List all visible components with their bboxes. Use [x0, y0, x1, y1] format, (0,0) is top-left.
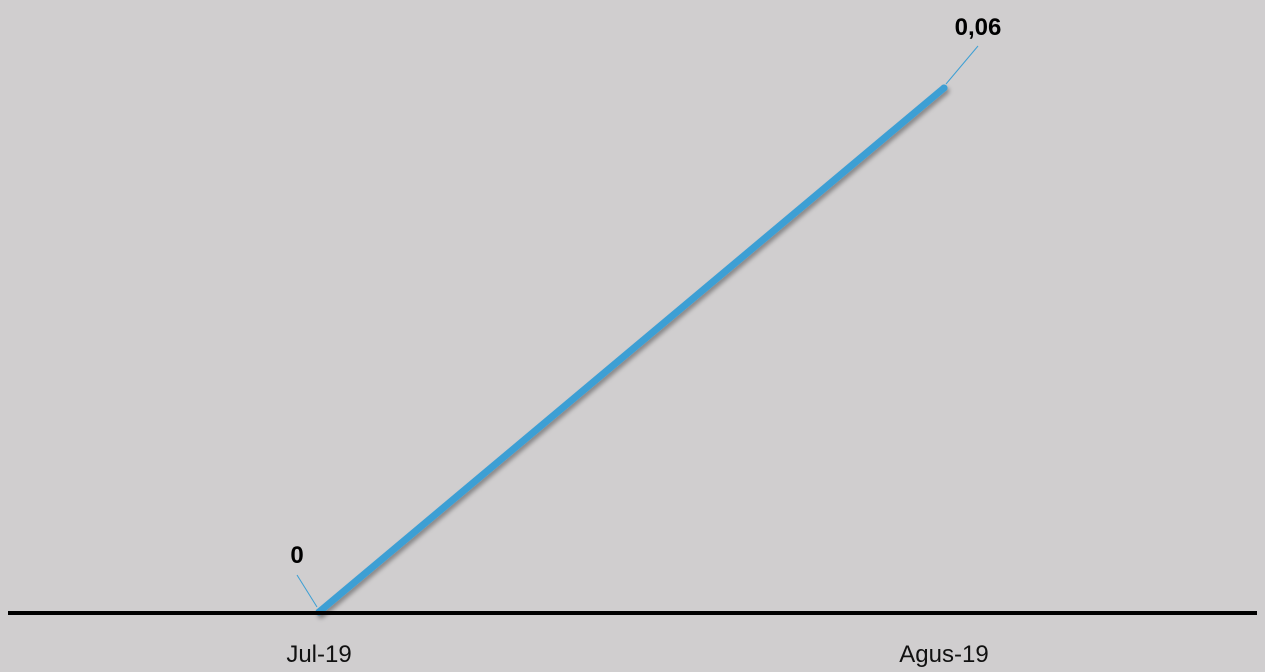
x-tick-label: Agus-19 — [899, 641, 988, 668]
data-label: 0,06 — [955, 14, 1002, 41]
chart-marks — [315, 84, 948, 616]
series-line — [315, 84, 948, 616]
data-label-leader-line — [296, 574, 318, 608]
data-label: 0 — [290, 542, 303, 569]
x-tick-label: Jul-19 — [286, 641, 351, 668]
data-label-leader-line — [945, 45, 979, 85]
chart-labels: Jul-19 Agus-19 0 0,06 — [286, 14, 1001, 668]
data-point — [940, 84, 948, 92]
